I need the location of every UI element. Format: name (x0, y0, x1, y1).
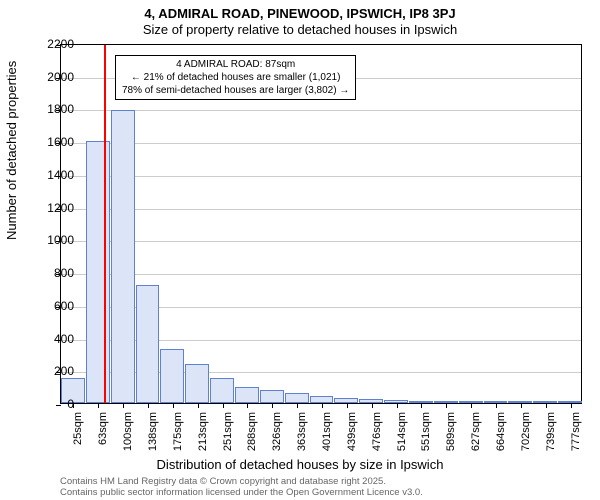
y-tick-label: 200 (34, 364, 74, 378)
plot-area: 4 ADMIRAL ROAD: 87sqm← 21% of detached h… (60, 44, 582, 404)
info-box-property: 4 ADMIRAL ROAD: 87sqm (122, 58, 349, 71)
histogram-bar (210, 378, 234, 403)
x-tick-mark (173, 403, 174, 408)
info-box: 4 ADMIRAL ROAD: 87sqm← 21% of detached h… (115, 55, 356, 100)
x-tick-mark (421, 403, 422, 408)
chart-container: 4, ADMIRAL ROAD, PINEWOOD, IPSWICH, IP8 … (0, 0, 600, 500)
histogram-bar (160, 349, 184, 403)
x-tick-label: 100sqm (122, 412, 134, 462)
x-tick-label: 138sqm (147, 412, 159, 462)
y-tick-label: 400 (34, 332, 74, 346)
x-tick-mark (297, 403, 298, 408)
x-tick-mark (446, 403, 447, 408)
x-tick-label: 326sqm (271, 412, 283, 462)
histogram-bar (260, 390, 284, 403)
x-tick-label: 251sqm (222, 412, 234, 462)
x-tick-mark (272, 403, 273, 408)
histogram-bar (111, 110, 135, 403)
x-tick-mark (148, 403, 149, 408)
y-tick-label: 1800 (34, 102, 74, 116)
y-tick-label: 2200 (34, 37, 74, 51)
grid-line (61, 241, 581, 242)
x-tick-label: 627sqm (470, 412, 482, 462)
x-tick-mark (471, 403, 472, 408)
x-tick-label: 25sqm (72, 412, 84, 462)
grid-line (61, 143, 581, 144)
x-tick-mark (247, 403, 248, 408)
y-tick-label: 600 (34, 299, 74, 313)
x-tick-label: 777sqm (570, 412, 582, 462)
histogram-bar (136, 285, 160, 403)
x-tick-label: 589sqm (445, 412, 457, 462)
footer-copyright: Contains HM Land Registry data © Crown c… (60, 476, 386, 487)
chart-subtitle: Size of property relative to detached ho… (0, 22, 600, 37)
x-tick-label: 213sqm (197, 412, 209, 462)
x-tick-label: 664sqm (495, 412, 507, 462)
grid-line (61, 176, 581, 177)
chart-title-address: 4, ADMIRAL ROAD, PINEWOOD, IPSWICH, IP8 … (0, 6, 600, 21)
x-tick-mark (521, 403, 522, 408)
histogram-bar (285, 393, 309, 403)
info-box-smaller: ← 21% of detached houses are smaller (1,… (122, 71, 349, 84)
x-tick-label: 363sqm (296, 412, 308, 462)
y-tick-label: 1400 (34, 168, 74, 182)
x-tick-label: 514sqm (396, 412, 408, 462)
x-tick-label: 175sqm (172, 412, 184, 462)
x-tick-mark (372, 403, 373, 408)
x-tick-mark (397, 403, 398, 408)
footer-licence: Contains public sector information licen… (60, 487, 423, 498)
x-tick-label: 288sqm (246, 412, 258, 462)
histogram-bar (185, 364, 209, 403)
y-tick-label: 1600 (34, 135, 74, 149)
grid-line (61, 209, 581, 210)
y-tick-label: 1200 (34, 201, 74, 215)
info-box-larger: 78% of semi-detached houses are larger (… (122, 84, 349, 97)
reference-line (104, 45, 106, 403)
x-tick-label: 439sqm (346, 412, 358, 462)
x-tick-label: 476sqm (371, 412, 383, 462)
x-tick-mark (546, 403, 547, 408)
x-tick-mark (571, 403, 572, 408)
y-tick-label: 800 (34, 266, 74, 280)
x-tick-mark (322, 403, 323, 408)
x-tick-mark (123, 403, 124, 408)
y-tick-label: 2000 (34, 70, 74, 84)
y-tick-label: 1000 (34, 233, 74, 247)
x-tick-label: 551sqm (420, 412, 432, 462)
x-tick-label: 63sqm (97, 412, 109, 462)
x-tick-label: 739sqm (545, 412, 557, 462)
x-tick-mark (496, 403, 497, 408)
y-tick-label: 0 (34, 397, 74, 411)
x-tick-mark (98, 403, 99, 408)
grid-line (61, 274, 581, 275)
x-tick-mark (347, 403, 348, 408)
grid-line (61, 110, 581, 111)
x-tick-label: 401sqm (321, 412, 333, 462)
x-tick-label: 702sqm (520, 412, 532, 462)
y-axis-label: Number of detached properties (4, 61, 19, 240)
x-tick-mark (223, 403, 224, 408)
x-tick-mark (198, 403, 199, 408)
histogram-bar (235, 387, 259, 403)
